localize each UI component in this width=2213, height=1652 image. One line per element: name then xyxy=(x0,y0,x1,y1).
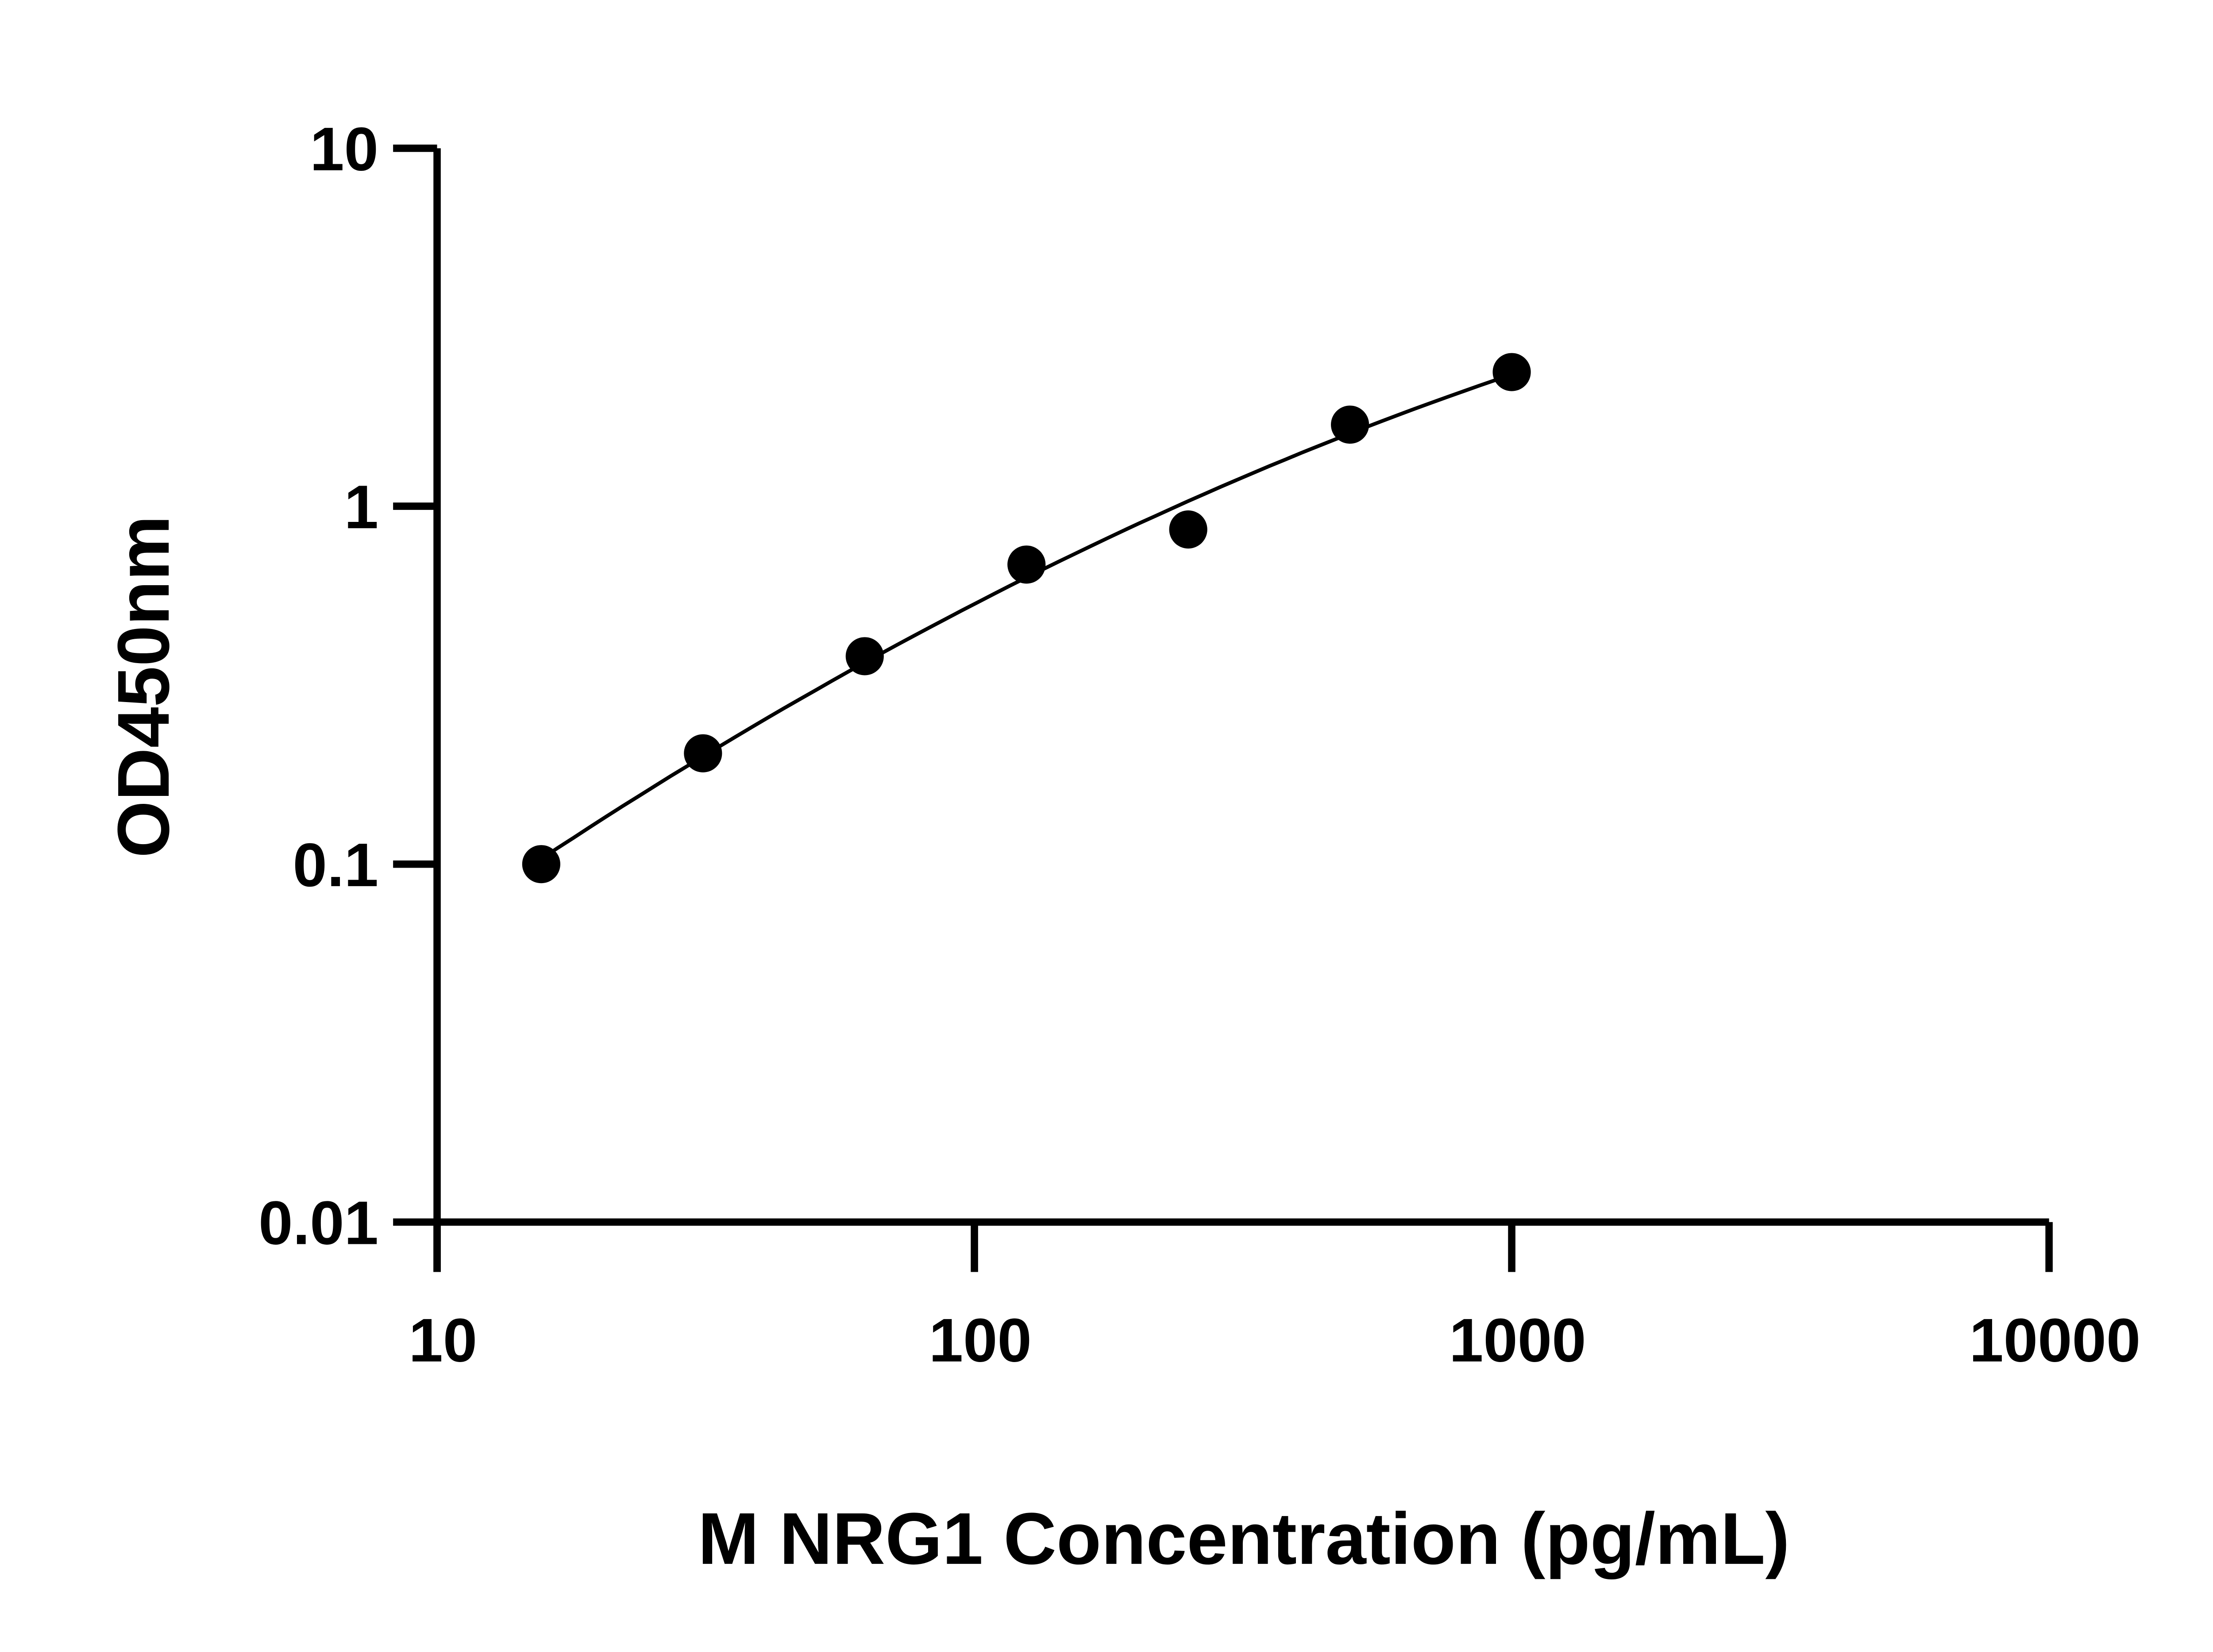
x-axis-label: M NRG1 Concentration (pg/mL) xyxy=(698,1498,1790,1580)
data-point xyxy=(1492,353,1531,391)
y-tick-label: 0.01 xyxy=(258,1189,378,1257)
y-axis-label: OD450nm xyxy=(103,515,185,858)
y-tick-label: 10 xyxy=(310,115,378,184)
data-point xyxy=(522,845,560,884)
data-point xyxy=(1007,545,1046,584)
x-tick-label: 10000 xyxy=(1969,1306,2140,1375)
axes: 0.01 0.1 1 10 10 100 1000 10000 xyxy=(258,115,2140,1375)
data-point xyxy=(1169,510,1207,549)
y-tick-label: 1 xyxy=(344,473,378,541)
data-point xyxy=(845,637,884,675)
x-tick-label: 10 xyxy=(409,1306,477,1375)
data-point xyxy=(684,734,722,772)
y-tick-label: 0.1 xyxy=(293,831,378,899)
data-points xyxy=(522,353,1531,884)
x-tick-label: 1000 xyxy=(1449,1306,1586,1375)
x-tick-label: 100 xyxy=(929,1306,1032,1375)
data-point xyxy=(1331,405,1369,444)
fit-curve xyxy=(540,373,1513,861)
